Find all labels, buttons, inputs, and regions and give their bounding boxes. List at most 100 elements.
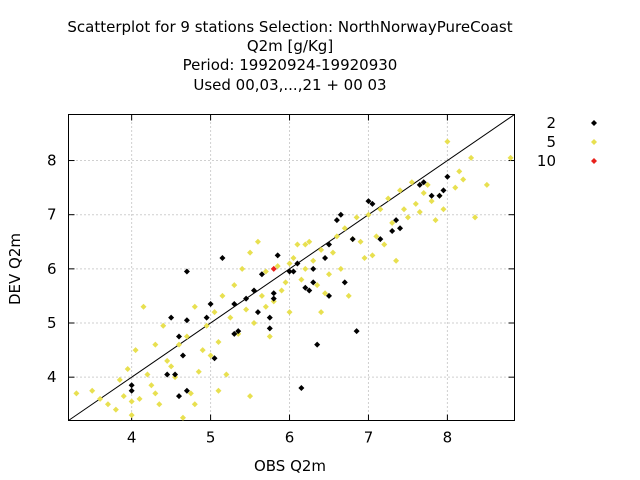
data-point [183,268,190,275]
data-point [424,181,431,188]
data-point [294,260,301,267]
data-point [314,341,321,348]
data-point [298,385,305,392]
data-point [444,138,451,145]
data-point [179,352,186,359]
data-point [199,347,206,354]
data-point [389,227,396,234]
data-point [251,287,258,294]
legend-marker [591,139,597,145]
data-point [132,347,139,354]
data-point [223,371,230,378]
data-point [128,398,135,405]
data-point [219,292,226,299]
series-10 [270,265,277,272]
data-point [310,257,317,264]
y-tick-label: 4 [47,368,57,386]
data-point [120,393,127,400]
legend-label: 2 [546,114,556,132]
data-point [444,173,451,180]
data-point [472,214,479,221]
legend-label: 5 [546,133,556,151]
title-line-1: Scatterplot for 9 stations Selection: No… [67,18,512,36]
data-point [337,265,344,272]
data-point [152,341,159,348]
data-point [219,255,226,262]
data-point [400,206,407,213]
data-point [322,290,329,297]
x-tick-label: 5 [206,429,216,447]
data-point [440,206,447,213]
data-point [286,309,293,316]
data-point [270,290,277,297]
data-point [179,414,186,421]
data-point [258,271,265,278]
data-point [337,211,344,218]
data-point [160,322,167,329]
data-point [325,241,332,248]
data-point [266,325,273,332]
data-point [393,257,400,264]
legend-marker [591,158,597,164]
data-point [266,333,273,340]
data-point [270,295,277,302]
data-point [322,255,329,262]
x-tick-label: 6 [285,429,295,447]
x-tick-label: 8 [443,429,453,447]
data-point [239,265,246,272]
data-point [128,387,135,394]
data-point [353,214,360,221]
data-point [420,179,427,186]
data-point [393,217,400,224]
data-point [215,387,222,394]
data-point [116,376,123,383]
data-point [286,268,293,275]
data-point [345,292,352,299]
data-point [369,252,376,259]
data-point [432,217,439,224]
data-point [207,352,214,359]
data-point [341,225,348,232]
data-point [128,382,135,389]
data-point [144,371,151,378]
x-tick-label: 7 [364,429,374,447]
data-point [416,208,423,215]
data-point [365,211,372,218]
data-points [73,138,514,421]
x-axis-ticks: 4 5 6 7 8 [127,114,453,447]
data-point [333,233,340,240]
data-point [385,195,392,202]
data-point [468,154,475,161]
y-axis-ticks: 4 5 6 7 8 [47,152,515,386]
data-point [408,179,415,186]
x-tick-label: 4 [127,429,137,447]
data-point [373,233,380,240]
data-point [231,282,238,289]
data-point [318,309,325,316]
data-point [172,371,179,378]
data-point [176,333,183,340]
data-point [152,390,159,397]
data-point [436,192,443,199]
data-point [460,176,467,183]
y-tick-label: 6 [47,260,57,278]
data-point [254,238,261,245]
series-2 [128,173,451,400]
y-tick-label: 8 [47,152,57,170]
data-point [440,187,447,194]
data-point [231,301,238,308]
data-point [428,192,435,199]
data-point [302,241,309,248]
data-point [112,406,119,413]
data-point [211,355,218,362]
data-point [286,260,293,267]
plot-grid [68,114,515,421]
data-point [136,395,143,402]
data-point [251,320,258,327]
data-point [361,255,368,262]
data-point [191,401,198,408]
y-tick-label: 5 [47,314,57,332]
data-point [428,198,435,205]
data-point [452,184,459,191]
